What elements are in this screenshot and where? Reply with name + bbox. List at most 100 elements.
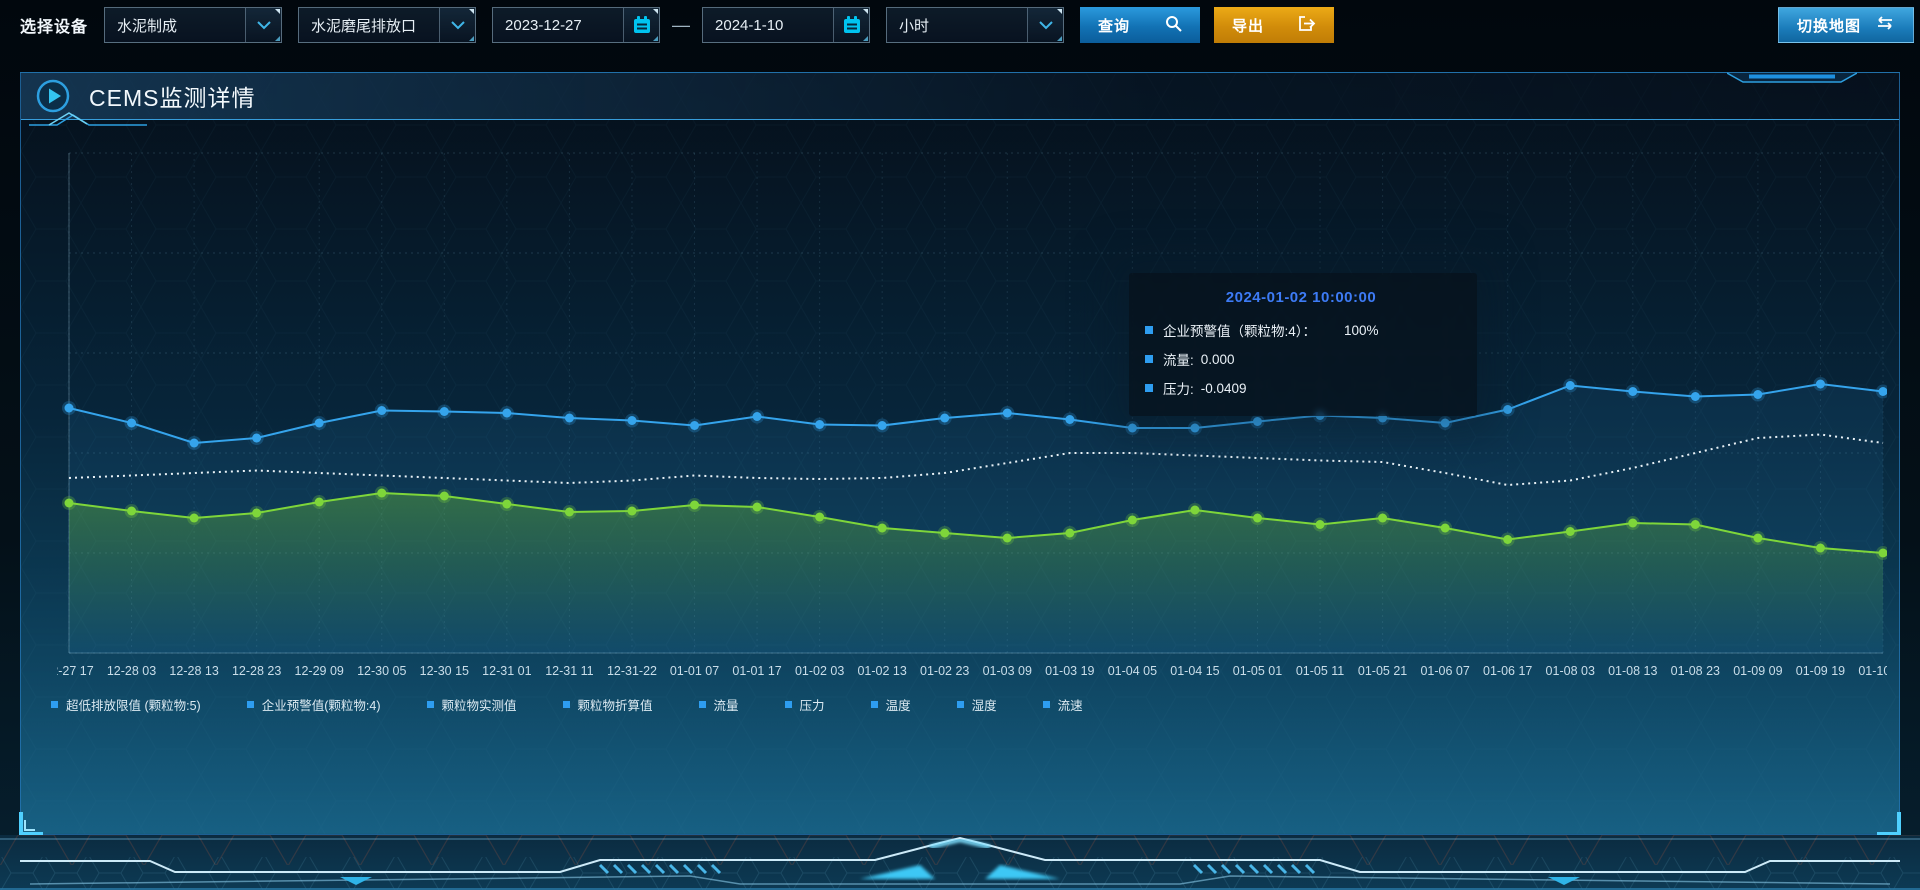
x-axis-tick-label: 01-05 11 (1296, 664, 1344, 678)
x-axis-tick-label: 12-28 13 (169, 664, 218, 678)
x-axis-tick-label: 12-30 15 (420, 664, 469, 678)
x-axis-tick-label: 01-09 19 (1796, 664, 1845, 678)
legend-item[interactable]: 压力 (784, 695, 825, 714)
export-button-label: 导出 (1232, 17, 1265, 35)
chevron-down-icon[interactable] (245, 8, 282, 42)
legend-item[interactable]: 颗粒物折算值 (562, 695, 653, 714)
switch-map-button-label: 切换地图 (1797, 17, 1862, 35)
query-button[interactable]: 查询 (1080, 7, 1201, 43)
legend-marker-icon (956, 701, 964, 708)
chart-legend: 超低排放限值 (颗粒物:5) 企业预警值(颗粒物:4) 颗粒物实测值 颗粒物折算值 流量… (51, 695, 1083, 714)
chevron-down-icon[interactable] (439, 8, 476, 42)
series-line-压力[interactable] (68, 491, 1884, 554)
x-axis-tick-label: 01-09 09 (1733, 664, 1782, 678)
x-axis-tick-label: 12-28 03 (107, 664, 156, 678)
tooltip-item: 流量: 0.000 (1145, 349, 1457, 369)
series-markers-企业预警值(颗粒物:4) (62, 377, 1887, 450)
tooltip-item: 企业预警值（颗粒物:4）： 100% (1145, 320, 1457, 340)
x-axis-tick-label: 01-05 21 (1358, 664, 1407, 678)
device-select-value: 水泥制成 (117, 17, 178, 35)
legend-item[interactable]: 流量 (698, 695, 739, 714)
x-axis-tick-label: 01-06 07 (1420, 664, 1469, 678)
cems-line-chart[interactable]: 12-27 17 12-28 03 12-28 13 12-28 23 12-29 09… (57, 147, 1887, 687)
play-icon[interactable] (35, 78, 71, 114)
x-axis-tick-label: 12-31 11 (545, 664, 593, 678)
panel-header: CEMS监测详情 (21, 72, 1899, 126)
tooltip-items: 企业预警值（颗粒物:4）： 100% 流量: 0.000 压力: -0.0409 (1145, 320, 1457, 398)
x-axis-tick-label: 12-31-22 (607, 664, 657, 678)
x-axis-tick-label: 01-08 23 (1671, 664, 1720, 678)
legend-marker-icon (1042, 701, 1050, 708)
header-zigzag-decoration (29, 112, 147, 126)
series-markers-压力 (62, 486, 1887, 560)
x-axis-tick-label: 01-04 05 (1108, 664, 1157, 678)
tooltip-item: 压力: -0.0409 (1145, 378, 1457, 398)
export-button[interactable]: 导出 (1214, 7, 1335, 43)
start-date-value: 2023-12-27 (505, 16, 582, 34)
x-axis-tick-label: 12-27 17 (57, 664, 94, 678)
legend-item[interactable]: 湿度 (956, 695, 997, 714)
legend-marker-icon (426, 701, 434, 708)
x-axis-tick-label: 01-01 07 (670, 664, 719, 678)
legend-marker-icon (246, 701, 254, 708)
query-button-label: 查询 (1098, 17, 1131, 35)
x-axis-tick-label: 01-10 05 (1858, 664, 1887, 678)
tooltip-item-label: 压力: (1163, 382, 1194, 397)
legend-item[interactable]: 企业预警值(颗粒物:4) (246, 695, 381, 714)
legend-item[interactable]: 流速 (1042, 695, 1083, 714)
x-axis-tick-label: 12-31 01 (482, 664, 531, 678)
x-axis-labels: 12-27 17 12-28 03 12-28 13 12-28 23 12-29 09… (57, 664, 1887, 678)
legend-item-label: 温度 (885, 699, 911, 713)
end-date-input[interactable]: 2024-1-10 (702, 7, 871, 43)
x-axis-tick-label: 01-02 03 (795, 664, 844, 678)
end-date-value: 2024-1-10 (715, 16, 784, 34)
legend-marker-icon (51, 701, 58, 708)
tooltip-item-label: 流量: (1163, 353, 1194, 368)
footer-decoration (0, 835, 1920, 890)
legend-item-label: 企业预警值(颗粒物:4) (261, 699, 381, 713)
x-axis-tick-label: 01-06 17 (1483, 664, 1532, 678)
series-line-企业预警值(颗粒物:4)[interactable] (68, 382, 1884, 445)
legend-marker-icon (870, 701, 878, 708)
legend-item[interactable]: 颗粒物实测值 (426, 695, 517, 714)
x-axis-tick-label: 01-02 23 (920, 664, 969, 678)
outlet-select[interactable]: 水泥磨尾排放口 (298, 7, 477, 43)
chart-tooltip: 2024-01-02 10:00:00 企业预警值（颗粒物:4）： 100% 流量:… (1129, 273, 1477, 416)
start-date-input[interactable]: 2023-12-27 (492, 7, 661, 43)
header-notch-decoration (1727, 72, 1857, 83)
x-axis-tick-label: 01-03 19 (1045, 664, 1094, 678)
legend-item-label: 颗粒物实测值 (441, 699, 517, 713)
x-axis-tick-label: 01-08 13 (1608, 664, 1657, 678)
x-axis-tick-label: 01-04 15 (1170, 664, 1219, 678)
search-icon (1165, 15, 1182, 36)
legend-item-label: 流速 (1057, 699, 1083, 713)
x-axis-tick-label: 01-02 13 (857, 664, 906, 678)
legend-item[interactable]: 超低排放限值 (颗粒物:5) (51, 695, 201, 714)
panel-title: CEMS监测详情 (89, 85, 256, 111)
device-select-label: 选择设备 (20, 19, 89, 36)
series-marker-icon (1145, 355, 1153, 363)
tooltip-item-value: 100% (1344, 322, 1379, 338)
tooltip-item-label: 企业预警值（颗粒物:4）： (1163, 324, 1317, 339)
legend-item[interactable]: 温度 (870, 695, 911, 714)
calendar-icon[interactable] (833, 8, 870, 42)
legend-item-label: 压力 (799, 699, 825, 713)
legend-item-label: 湿度 (971, 699, 997, 713)
panel-corner-accent (1877, 812, 1901, 836)
x-axis-tick-label: 12-29 09 (295, 664, 344, 678)
interval-select-value: 小时 (899, 17, 930, 35)
x-axis-tick-label: 01-01 17 (732, 664, 781, 678)
x-axis-tick-label: 12-30 05 (357, 664, 406, 678)
legend-marker-icon (784, 701, 792, 708)
device-select[interactable]: 水泥制成 (104, 7, 283, 43)
chevron-down-icon[interactable] (1027, 8, 1064, 42)
x-axis-tick-label: 01-03 09 (983, 664, 1032, 678)
switch-map-button[interactable]: 切换地图 (1778, 7, 1914, 43)
legend-marker-icon (562, 701, 570, 708)
legend-marker-icon (698, 701, 706, 708)
legend-item-label: 超低排放限值 (颗粒物:5) (66, 699, 201, 713)
calendar-icon[interactable] (623, 8, 660, 42)
export-icon (1298, 15, 1316, 36)
interval-select[interactable]: 小时 (886, 7, 1065, 43)
x-axis-tick-label: 12-28 23 (232, 664, 281, 678)
